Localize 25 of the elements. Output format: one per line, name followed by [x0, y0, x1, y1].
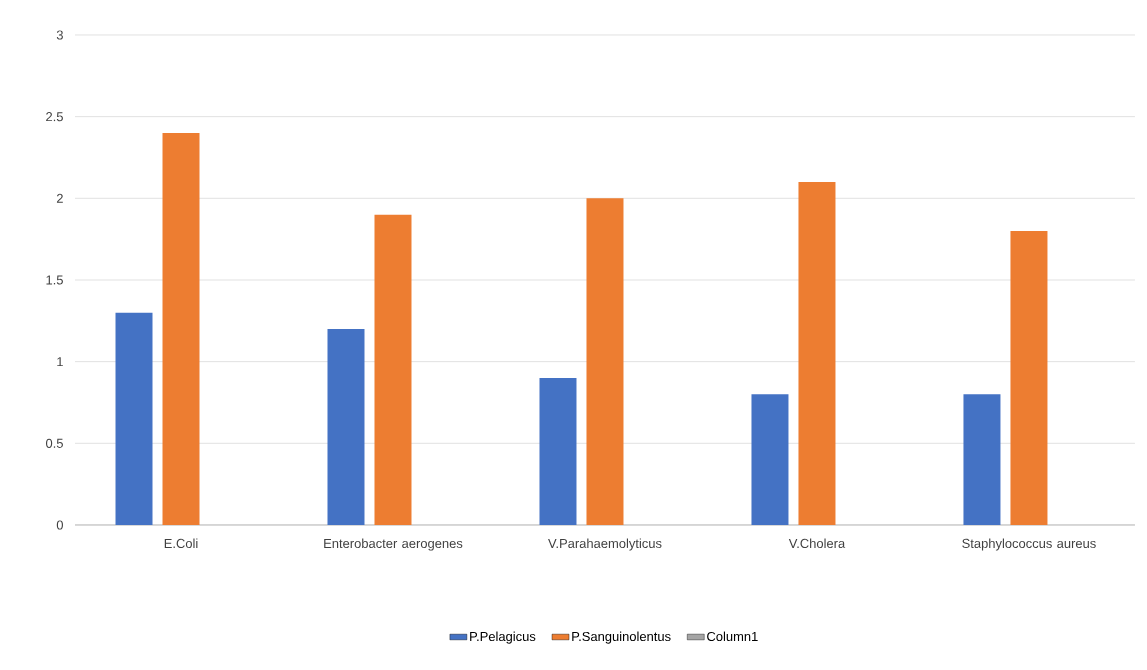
x-tick-label: V.Cholera — [788, 538, 846, 549]
bar — [586, 198, 624, 525]
y-tick-label: 0.5 — [45, 438, 63, 448]
legend-label: P.Pelagicus — [470, 631, 536, 644]
y-tick-label: 3 — [56, 30, 63, 40]
bar — [539, 377, 577, 525]
legend-label: Column1 — [707, 631, 758, 642]
bar — [327, 328, 365, 525]
bar — [798, 181, 836, 525]
bar — [374, 214, 412, 525]
bar — [115, 312, 153, 525]
bar — [162, 132, 200, 525]
x-tick-label: Enterobacter aerogenes — [324, 538, 463, 551]
bar — [963, 394, 1001, 525]
y-tick-label: 2.5 — [46, 112, 63, 122]
bar — [751, 394, 789, 525]
x-tick-label: V.Parahaemolyticus — [548, 538, 662, 551]
x-tick-label: Staphylococcus aureus — [962, 538, 1096, 551]
y-tick-label: 0 — [56, 520, 63, 530]
y-tick-label: 1.5 — [46, 275, 63, 285]
y-tick-label: 2 — [56, 193, 63, 203]
bar — [1010, 230, 1048, 525]
legend-label: P.Sanguinolentus — [572, 631, 671, 644]
y-tick-label: 1 — [57, 357, 63, 367]
x-tick-label: E.Coli — [164, 538, 198, 549]
